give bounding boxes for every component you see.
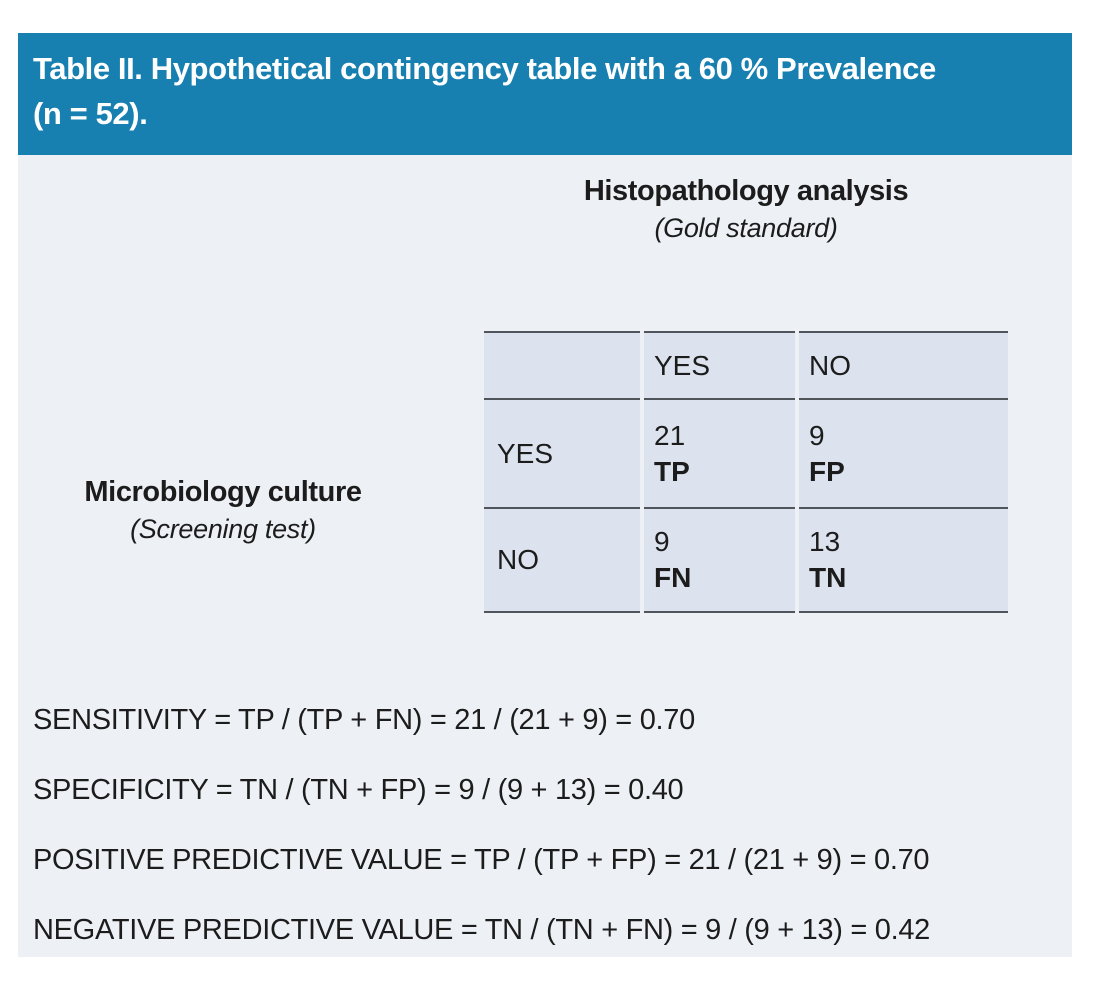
- row-axis-heading: Microbiology culture (Screening test): [18, 476, 428, 545]
- tn-value: 13: [809, 526, 841, 557]
- fn-abbr: FN: [654, 562, 692, 593]
- cell-true-positive: 21 TP: [644, 400, 795, 507]
- fn-value: 9: [654, 526, 670, 557]
- column-axis-label: Histopathology analysis: [583, 175, 909, 207]
- row-label-no: NO: [484, 507, 640, 613]
- cell-true-negative: 13 TN: [799, 507, 1008, 613]
- table-header-row: YES NO: [484, 331, 1008, 400]
- fp-value: 9: [809, 419, 825, 451]
- formula-specificity: SPECIFICITY = TN / (TN + FP) = 9 / (9 + …: [33, 774, 684, 806]
- cell-false-negative: 9 FN: [644, 507, 795, 613]
- row-axis-sublabel: (Screening test): [130, 514, 316, 544]
- formula-negative-predictive-value: NEGATIVE PREDICTIVE VALUE = TN / (TN + F…: [33, 914, 931, 946]
- tp-value: 21: [654, 419, 686, 451]
- column-header-no: NO: [799, 331, 1008, 400]
- table-row: YES 21 TP 9 FP: [484, 400, 1008, 507]
- row-label-yes: YES: [484, 400, 640, 507]
- tn-abbr: TN: [809, 562, 847, 593]
- column-axis-heading: Histopathology analysis (Gold standard): [480, 175, 1012, 244]
- row-axis-label: Microbiology culture: [84, 476, 362, 508]
- formula-positive-predictive-value: POSITIVE PREDICTIVE VALUE = TP / (TP + F…: [33, 844, 930, 876]
- corner-cell: [484, 331, 640, 400]
- table-title: Table II. Hypothetical contingency table…: [33, 51, 936, 131]
- formula-list: SENSITIVITY = TP / (TP + FN) = 21 / (21 …: [33, 704, 930, 946]
- table-row: NO 9 FN 13 TN: [484, 507, 1008, 613]
- column-axis-sublabel: (Gold standard): [654, 213, 838, 243]
- fp-abbr: FP: [809, 455, 845, 487]
- tp-abbr: TP: [654, 455, 690, 487]
- table-title-bar: Table II. Hypothetical contingency table…: [18, 33, 1072, 155]
- cell-false-positive: 9 FP: [799, 400, 1008, 507]
- contingency-table: YES NO YES 21 TP 9 FP NO 9 FN 13 TN: [480, 331, 1012, 613]
- column-header-yes: YES: [644, 331, 795, 400]
- figure-card: Table II. Hypothetical contingency table…: [18, 33, 1072, 957]
- formula-sensitivity: SENSITIVITY = TP / (TP + FN) = 21 / (21 …: [33, 704, 695, 736]
